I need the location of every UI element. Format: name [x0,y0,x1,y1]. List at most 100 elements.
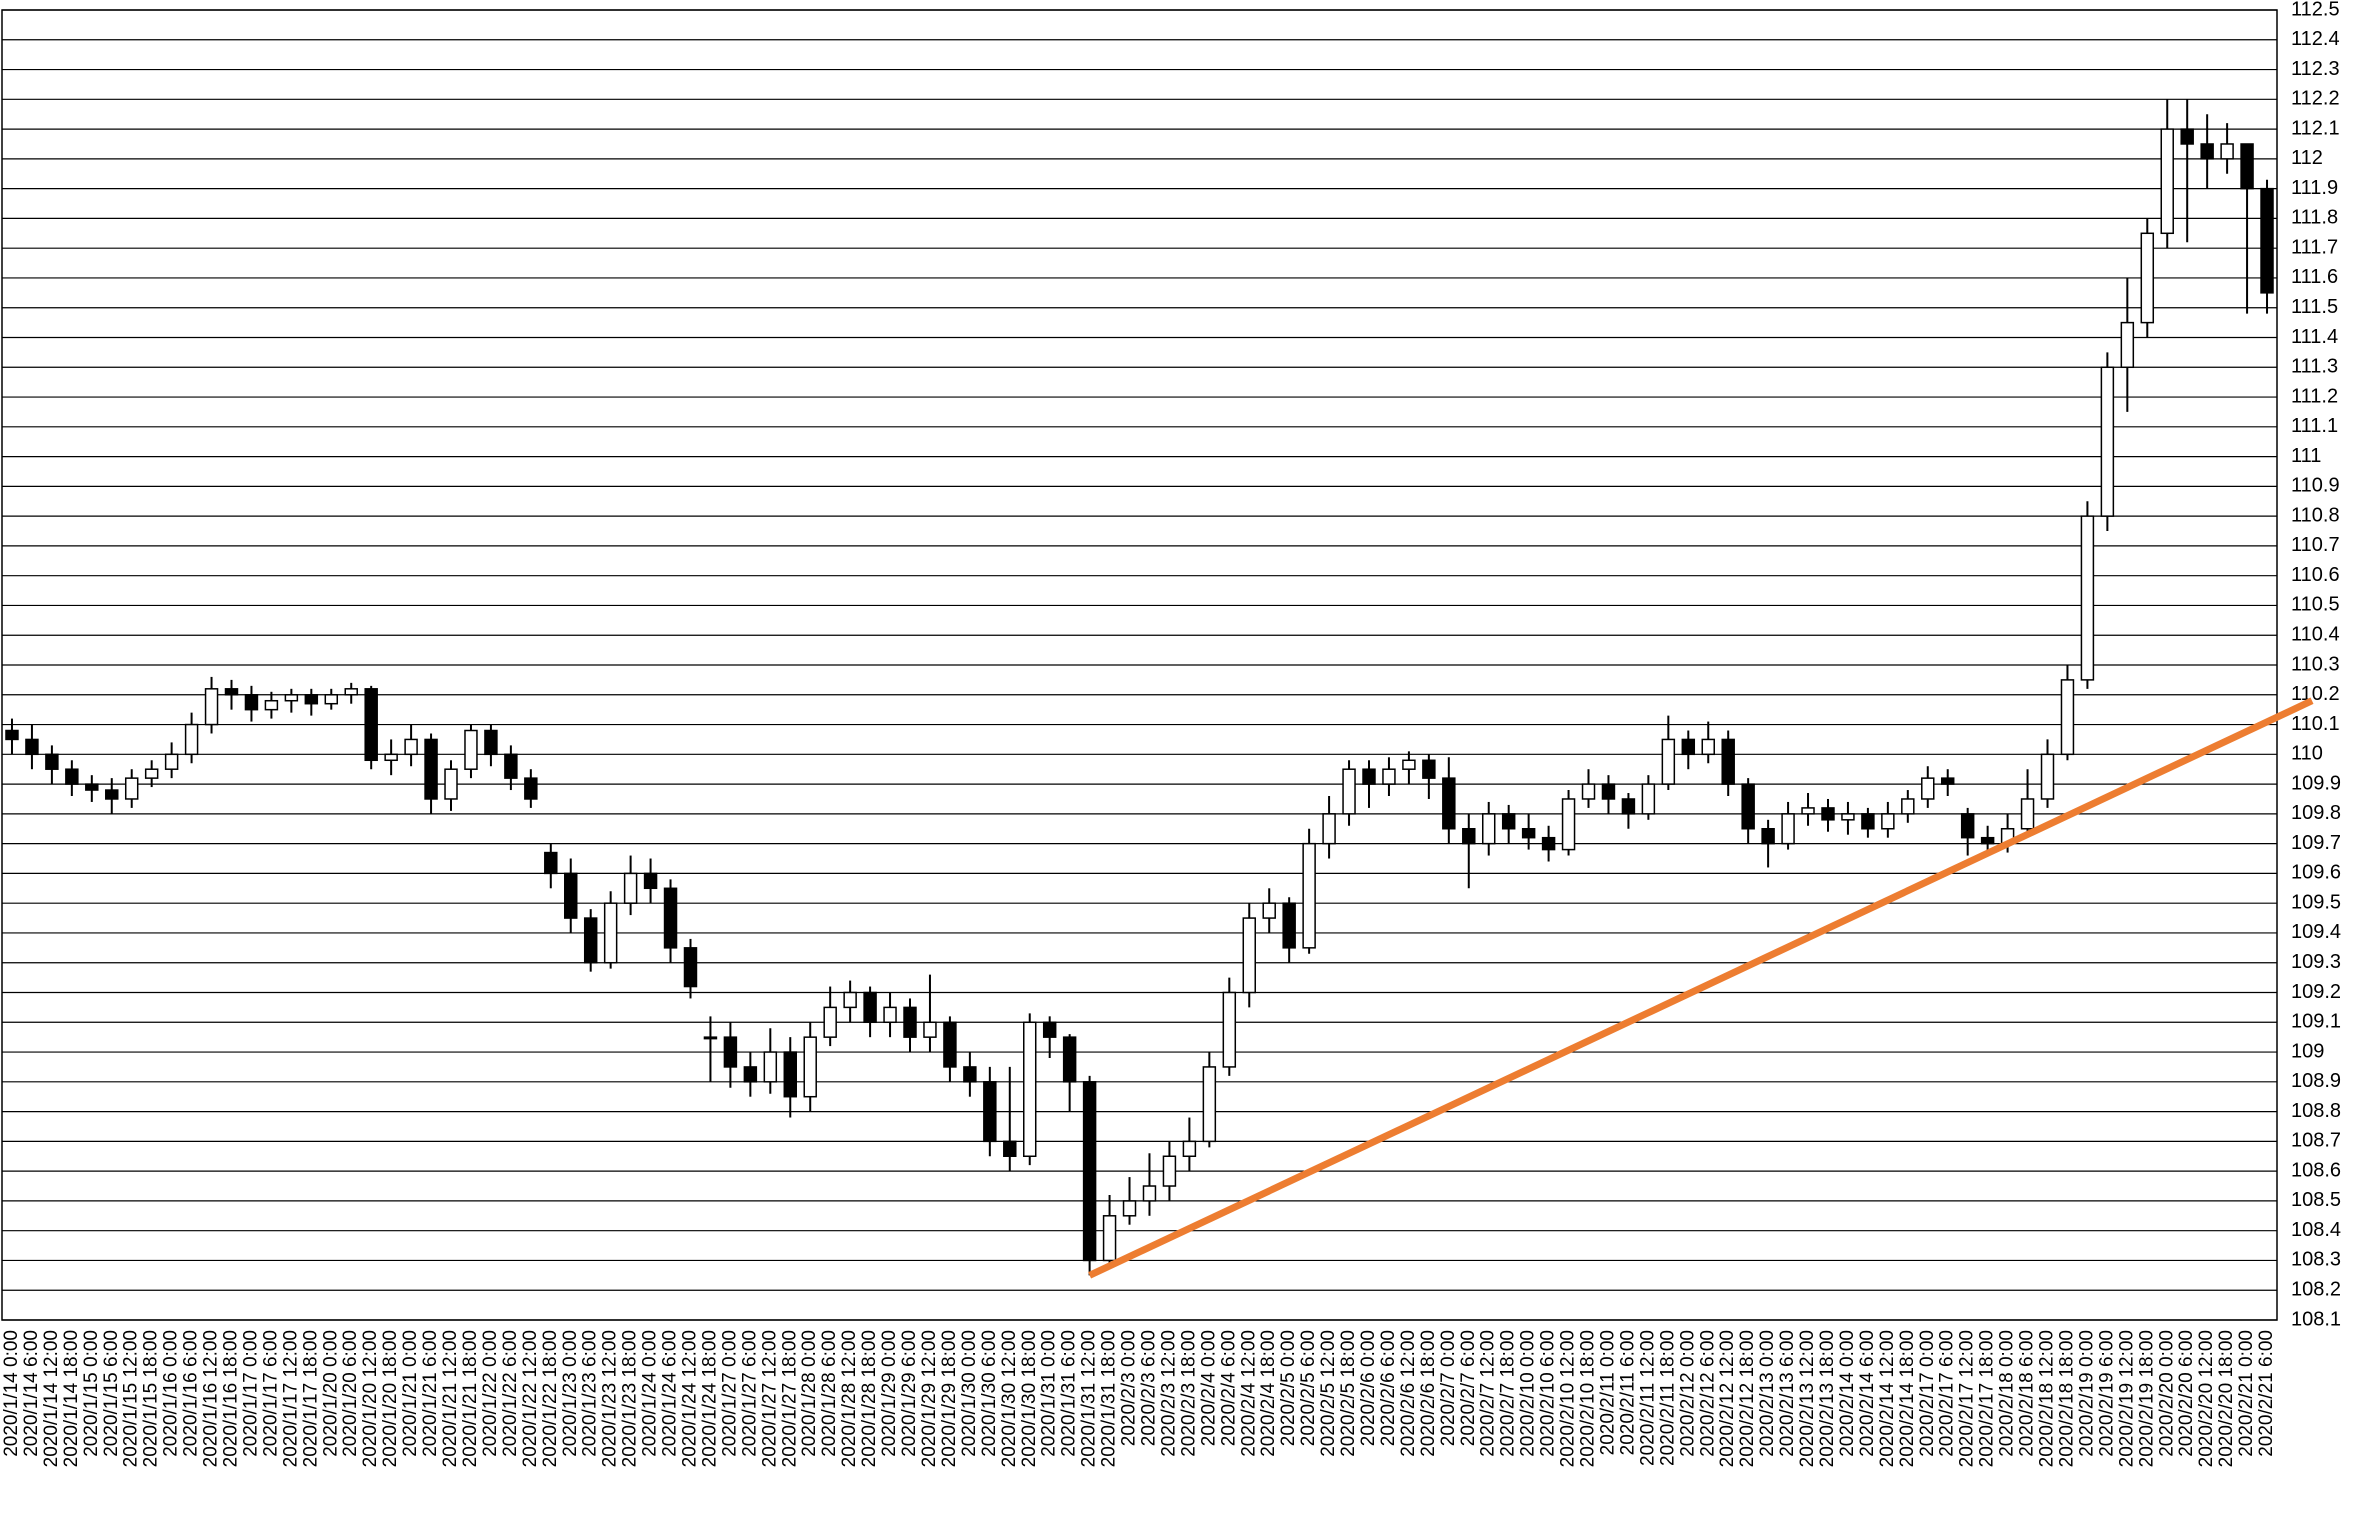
candle-body [943,1021,957,1068]
candle-body [1881,813,1895,830]
candle-body [1282,902,1296,949]
x-tick-label: 2020/2/21 6:00 [2256,1330,2277,1457]
x-tick-label: 2020/1/22 18:00 [540,1330,561,1467]
x-tick-label: 2020/1/15 0:00 [81,1330,102,1457]
x-tick-label: 2020/1/15 12:00 [121,1330,142,1467]
x-tick-label: 2020/1/23 12:00 [600,1330,621,1467]
x-tick-label: 2020/1/16 0:00 [161,1330,182,1457]
candle-body [1581,783,1596,800]
candle-body [424,738,438,800]
y-tick-label: 112.3 [2291,58,2340,80]
y-tick-label: 112.4 [2291,28,2340,50]
candle-body [983,1081,997,1143]
x-tick-label: 2020/1/20 0:00 [320,1330,341,1457]
y-tick-label: 109.5 [2291,891,2341,913]
x-tick-label: 2020/2/3 12:00 [1158,1330,1179,1457]
y-tick-label: 108.6 [2291,1159,2341,1181]
candle-body [823,1006,837,1038]
y-tick-label: 109.8 [2291,802,2341,824]
x-tick-label: 2020/2/3 6:00 [1138,1330,1159,1446]
x-tick-label: 2020/2/19 0:00 [2076,1330,2097,1457]
candle-body [1262,902,1276,919]
y-tick-label: 109.3 [2291,951,2341,973]
candle-body [184,723,199,756]
x-tick-label: 2020/2/17 0:00 [1917,1330,1938,1457]
candle-body [444,768,458,800]
y-tick-label: 112 [2291,147,2323,169]
x-tick-label: 2020/2/20 6:00 [2176,1330,2197,1457]
x-tick-label: 2020/2/6 12:00 [1398,1330,1419,1457]
x-tick-label: 2020/2/12 6:00 [1697,1330,1718,1457]
x-tick-label: 2020/2/11 12:00 [1637,1330,1658,1466]
y-tick-label: 112.2 [2291,88,2340,110]
candle-body [1442,777,1456,830]
y-tick-label: 110.1 [2291,713,2340,735]
candle-body [1641,783,1656,815]
x-tick-label: 2020/1/14 18:00 [61,1330,82,1467]
y-tick-label: 111.4 [2291,326,2338,348]
x-tick-label: 2020/1/29 0:00 [879,1330,900,1457]
candle-body [2160,128,2174,235]
x-tick-label: 2020/2/14 12:00 [1877,1330,1898,1467]
x-tick-label: 2020/1/22 12:00 [520,1330,541,1467]
candle-body [304,694,319,705]
candle-body [45,753,59,770]
x-tick-label: 2020/2/6 18:00 [1418,1330,1439,1457]
candle-body [2180,128,2194,145]
x-tick-label: 2020/1/17 6:00 [260,1330,281,1457]
x-tick-label: 2020/1/24 18:00 [699,1330,720,1467]
y-tick-label: 108.4 [2291,1219,2341,1241]
x-tick-label: 2020/2/10 0:00 [1518,1330,1539,1457]
y-tick-label: 108.1 [2291,1308,2341,1330]
candle-body [1023,1021,1037,1157]
y-tick-label: 109.4 [2291,921,2341,943]
candle-body [1003,1140,1017,1158]
y-tick-label: 111.2 [2291,385,2338,407]
x-tick-label: 2020/2/14 0:00 [1837,1330,1858,1457]
candle-body [783,1051,798,1098]
candle-body [244,694,259,711]
candle-body [164,753,179,770]
x-tick-label: 2020/2/21 0:00 [2236,1330,2257,1457]
x-tick-label: 2020/2/7 6:00 [1458,1330,1479,1446]
x-tick-label: 2020/1/16 6:00 [181,1330,202,1457]
x-tick-label: 2020/2/18 6:00 [2017,1330,2038,1457]
x-tick-label: 2020/2/11 6:00 [1617,1330,1638,1455]
y-tick-label: 108.9 [2291,1070,2341,1092]
candle-body [544,851,558,875]
x-tick-label: 2020/1/30 0:00 [959,1330,980,1457]
x-tick-label: 2020/2/18 18:00 [2056,1330,2077,1467]
y-tick-label: 108.3 [2291,1249,2341,1271]
candle-body [603,902,618,964]
y-tick-label: 108.7 [2291,1130,2341,1152]
y-tick-label: 110.6 [2291,564,2340,586]
candle-body [623,872,638,904]
candle-body [1761,828,1775,845]
candle-body [2040,753,2055,800]
y-tick-label: 109 [2291,1040,2324,1062]
x-tick-label: 2020/1/31 0:00 [1039,1330,1060,1457]
x-tick-label: 2020/2/4 6:00 [1218,1330,1239,1446]
y-tick-label: 111.7 [2291,236,2338,258]
candle-body [324,694,339,705]
candle-body [963,1066,977,1083]
y-tick-label: 110.5 [2291,594,2340,616]
candle-body [763,1051,778,1083]
candle-body [2220,143,2234,160]
candle-body [564,872,578,919]
candle-body [264,699,279,711]
x-tick-label: 2020/1/27 18:00 [779,1330,800,1467]
candle-body [1501,813,1516,830]
x-tick-label: 2020/1/21 6:00 [420,1330,441,1457]
candle-body [903,1006,917,1038]
x-tick-label: 2020/2/5 12:00 [1318,1330,1339,1457]
x-tick-label: 2020/1/30 18:00 [1019,1330,1040,1467]
y-tick-label: 108.5 [2291,1189,2341,1211]
x-tick-label: 2020/2/13 18:00 [1817,1330,1838,1467]
y-tick-label: 110.9 [2291,475,2340,497]
x-tick-label: 2020/2/13 6:00 [1777,1330,1798,1457]
x-tick-label: 2020/2/6 0:00 [1358,1330,1379,1446]
x-tick-label: 2020/2/7 18:00 [1498,1330,1519,1457]
candle-body [1841,813,1855,821]
